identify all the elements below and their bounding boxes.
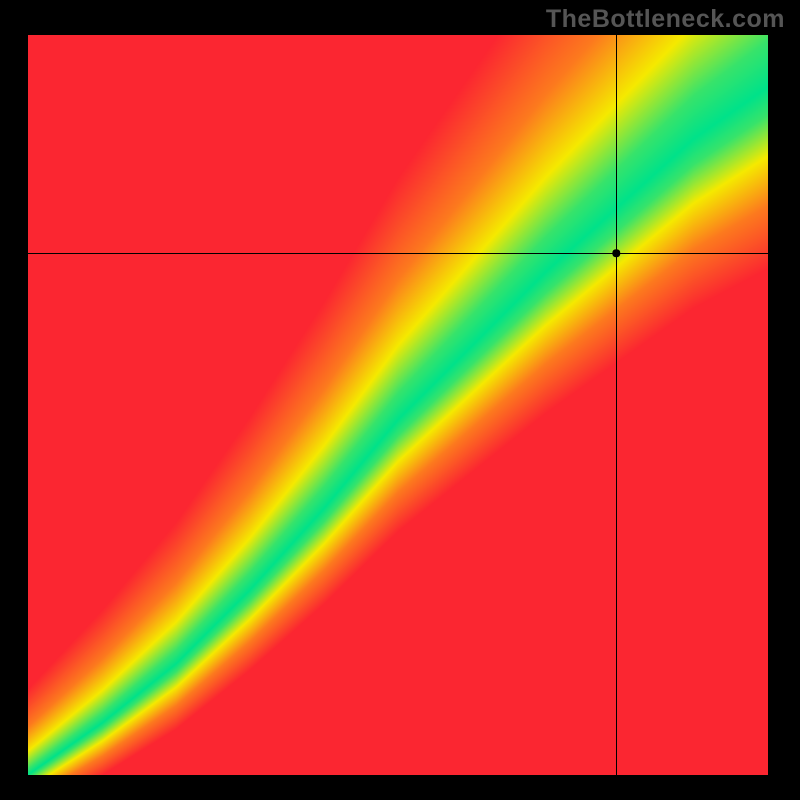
watermark-text: TheBottleneck.com (546, 5, 785, 34)
chart-container: TheBottleneck.com (0, 0, 800, 800)
bottleneck-heatmap (0, 0, 800, 800)
